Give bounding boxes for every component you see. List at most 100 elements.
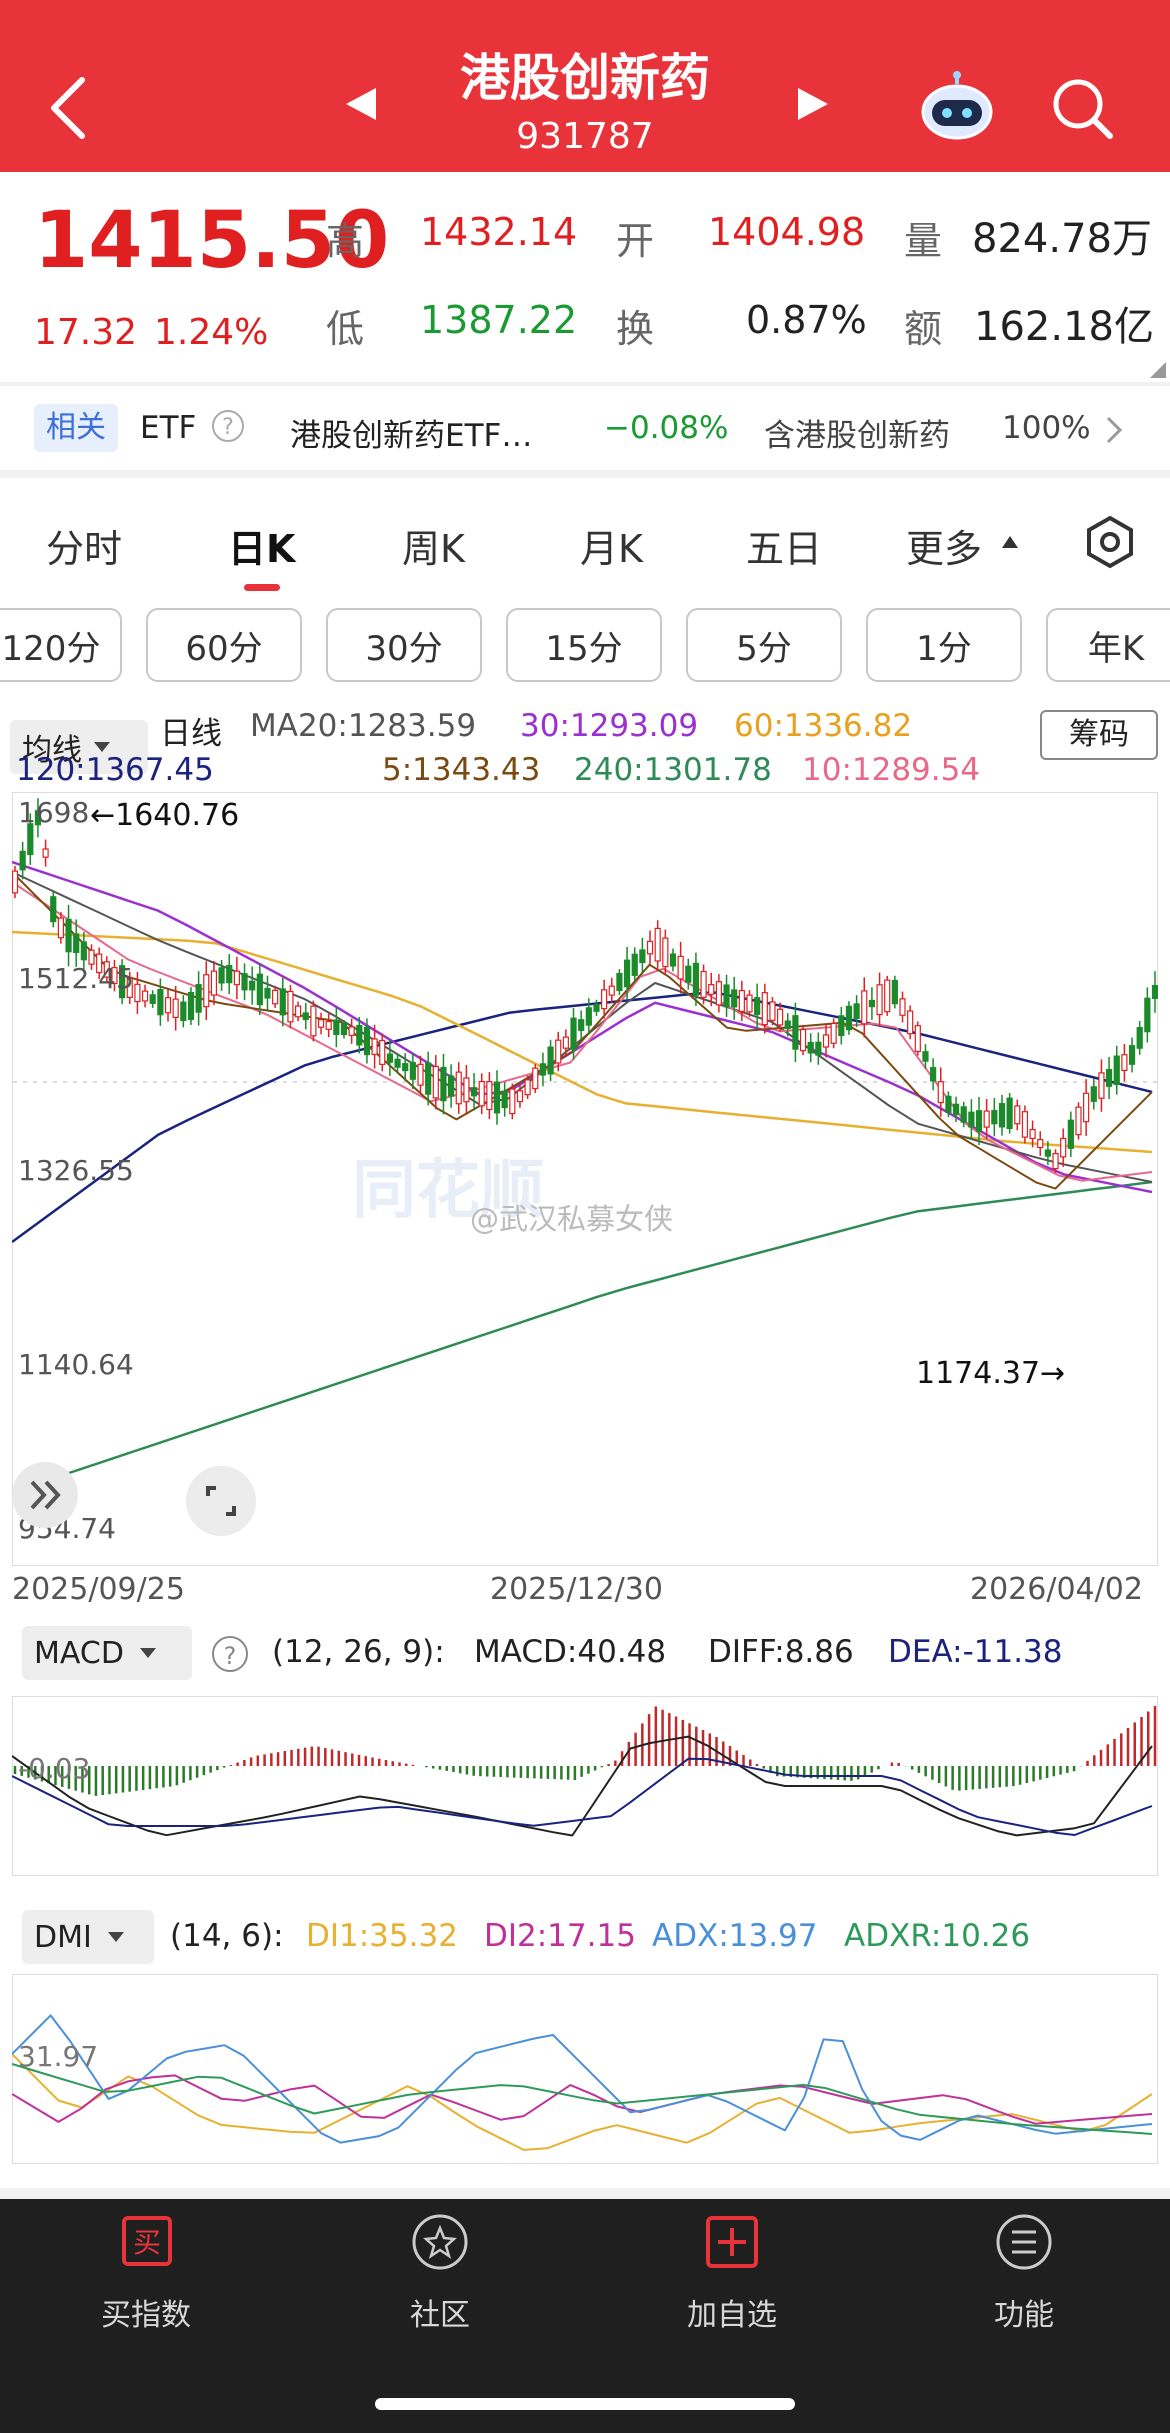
candle-body <box>708 984 715 995</box>
candle-body <box>853 1003 860 1020</box>
candle-body <box>1044 1149 1051 1157</box>
candle-body <box>218 967 225 984</box>
back-button[interactable] <box>40 68 100 148</box>
candle-body <box>585 1007 592 1026</box>
ma10-value: 10:1289.54 <box>802 752 981 788</box>
candle-body <box>532 1067 539 1090</box>
candle-body <box>73 933 80 954</box>
period-5min[interactable]: 5分 <box>686 608 842 682</box>
candle-body <box>448 1075 455 1097</box>
tab-weekly-k[interactable]: 周K <box>402 527 465 571</box>
period-60min[interactable]: 60分 <box>146 608 302 682</box>
candle-body <box>340 1023 348 1036</box>
candle-body <box>991 1110 998 1125</box>
search-button[interactable] <box>1048 74 1118 144</box>
candle-body <box>1098 1072 1105 1099</box>
caret-down-icon <box>107 1932 124 1942</box>
macd-help-icon[interactable]: ? <box>212 1636 248 1672</box>
nav-functions-label: 功能 <box>994 2298 1054 2333</box>
dmi-dropdown-label: DMI <box>34 1919 92 1955</box>
candle-body <box>968 1111 975 1128</box>
tab-intraday[interactable]: 分时 <box>46 527 123 571</box>
nav-functions[interactable]: 功能 <box>934 2210 1114 2333</box>
ma10-path <box>12 881 1153 1182</box>
candle-body <box>822 1034 830 1048</box>
amount-value: 162.18亿 <box>974 304 1154 350</box>
ma30-value: 30:1293.09 <box>520 708 699 744</box>
turnover-value: 0.87% <box>746 298 867 342</box>
candle-body <box>761 992 768 1026</box>
etf-help-icon[interactable]: ? <box>212 410 244 442</box>
candle-body <box>845 1005 853 1031</box>
macd-params: (12, 26, 9): <box>272 1634 445 1670</box>
settings-icon[interactable] <box>1082 514 1138 570</box>
dmi-chart[interactable] <box>12 1974 1158 2164</box>
candle-body <box>891 979 898 1005</box>
macd-chart[interactable] <box>12 1696 1158 1876</box>
candle-body <box>608 985 615 996</box>
prev-stock-button[interactable] <box>342 84 382 124</box>
candle-body <box>363 1026 371 1056</box>
candle-body <box>264 987 271 999</box>
period-1min[interactable]: 1分 <box>866 608 1022 682</box>
candle-body <box>478 1080 485 1107</box>
candle-body <box>547 1046 554 1075</box>
nav-buy-index[interactable]: 买 买指数 <box>56 2210 236 2333</box>
price-change: 17.32 <box>34 312 138 353</box>
candle-body <box>807 1041 814 1054</box>
candle-body <box>111 967 118 985</box>
scroll-forward-button[interactable] <box>12 1462 78 1528</box>
tab-more[interactable]: 更多 <box>906 527 983 571</box>
candle-body <box>12 870 19 894</box>
date-mid: 2025/12/30 <box>490 1572 663 1607</box>
add-icon <box>706 2216 758 2268</box>
macd-zero-label: -0.03 <box>18 1752 91 1785</box>
assistant-button[interactable] <box>916 70 998 142</box>
ma240-path <box>12 1180 1153 1494</box>
candle-body <box>172 998 179 1019</box>
dmi-dropdown[interactable]: DMI <box>22 1910 154 1964</box>
nav-community[interactable]: 社区 <box>350 2210 530 2333</box>
candle-body <box>601 989 608 1010</box>
candle-body <box>876 984 883 1016</box>
candle-body <box>1006 1097 1013 1130</box>
period-year-k[interactable]: 年K <box>1046 608 1170 682</box>
candle-body <box>1151 985 1158 999</box>
period-120min[interactable]: 120分 <box>0 608 122 682</box>
chevron-left-icon <box>51 77 85 139</box>
nav-add-watchlist[interactable]: 加自选 <box>642 2210 822 2333</box>
period-15min[interactable]: 15分 <box>506 608 662 682</box>
macd-dropdown[interactable]: MACD <box>22 1626 192 1680</box>
etf-name[interactable]: 港股创新药ETF… <box>290 418 533 454</box>
candle-body <box>310 1005 317 1037</box>
tab-five-day[interactable]: 五日 <box>746 527 823 571</box>
candle-body <box>27 823 34 856</box>
watermark: @武汉私募女侠 <box>470 1202 674 1236</box>
candle-body <box>279 988 286 1016</box>
kline-chart[interactable]: 同花顺 <box>12 792 1158 1566</box>
candle-body <box>983 1110 990 1128</box>
community-icon <box>412 2214 468 2270</box>
next-stock-button[interactable] <box>792 84 832 124</box>
tab-monthly-k[interactable]: 月K <box>580 527 643 571</box>
tab-daily-k[interactable]: 日K <box>228 527 296 571</box>
period-30min[interactable]: 30分 <box>326 608 482 682</box>
quote-panel <box>0 172 1170 382</box>
etf-change: −0.08% <box>604 410 729 446</box>
candle-body <box>746 994 753 1013</box>
candle-body <box>180 1001 187 1022</box>
candle-body <box>654 927 661 962</box>
candle-body <box>868 999 876 1008</box>
candle-body <box>754 997 761 1015</box>
candle-body <box>1105 1068 1113 1087</box>
stock-code: 931787 <box>516 116 654 157</box>
candle-body <box>516 1090 524 1103</box>
caret-up-icon <box>1002 536 1018 548</box>
candle-body <box>1014 1105 1021 1125</box>
chip-distribution-button[interactable]: 筹码 <box>1040 710 1158 760</box>
ma-dropdown[interactable]: 均线 <box>10 720 148 774</box>
candle-body <box>838 1015 845 1037</box>
related-etf-row[interactable] <box>0 386 1170 470</box>
fullscreen-button[interactable] <box>186 1466 256 1536</box>
candle-body <box>1083 1092 1090 1123</box>
